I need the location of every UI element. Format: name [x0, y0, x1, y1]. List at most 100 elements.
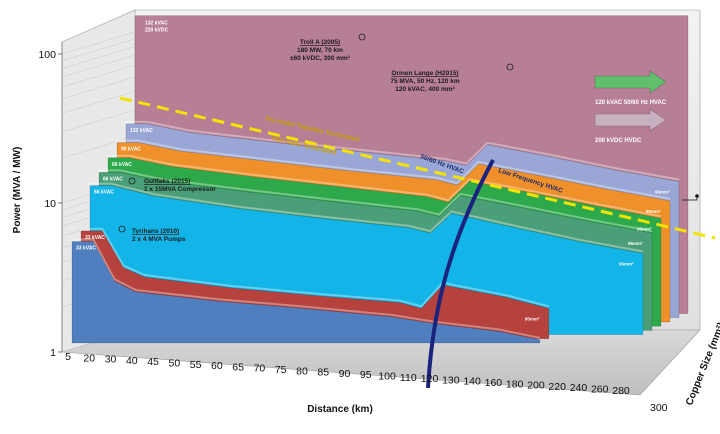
- annotation: Tyrihans (2010)2 x 4 MVA Pumps: [118, 225, 186, 243]
- y-gridline: [61, 31, 136, 55]
- x-tick-label: 120: [421, 373, 439, 385]
- legend-label: 200 kVDC HVDC: [595, 138, 642, 144]
- legend: 120 kVAC 50/60 Hz HVAC 200 kVDC HVDC: [594, 70, 667, 144]
- x-tick-label: 200: [527, 380, 545, 392]
- area-ridge: [89, 182, 644, 253]
- x-tick-label: 80: [296, 365, 308, 377]
- legend-arrow: [594, 108, 667, 132]
- size-tag: 95mm²: [646, 209, 661, 214]
- annotation-line: 120 kVAC, 400 mm²: [395, 86, 455, 93]
- annotation: Gullfaks (2015)1 x 15MVA Compressor: [128, 177, 216, 193]
- x-tick-label: 75: [275, 364, 287, 376]
- size-tag: 95mm²: [655, 190, 670, 195]
- x-tick-label: 60: [211, 360, 223, 372]
- area-ridge: [98, 169, 653, 233]
- x-tick-label: 220: [548, 381, 566, 393]
- x-axis-title: Distance (km): [307, 404, 373, 415]
- x-tick-label: 100: [378, 371, 396, 383]
- annotation-line: 180 MW, 70 km: [297, 47, 343, 54]
- x-tick-label: 65: [232, 361, 244, 373]
- series-label: 220 kVDC: [145, 28, 168, 34]
- dry-mate-boundary-line: [119, 96, 716, 240]
- annotation-title: Gullfaks (2015): [144, 178, 190, 185]
- x-tick-label: 280: [612, 385, 630, 397]
- legend-item: 200 kVDC HVDC: [594, 108, 667, 144]
- x-tick-label: 95: [360, 369, 372, 381]
- annotation: Troll A (2005)180 MW, 70 km±60 kVDC, 300…: [290, 33, 366, 62]
- size-tag: 95mm²: [628, 241, 643, 246]
- x-tick-label: 110: [400, 372, 417, 384]
- area-ridge: [107, 154, 662, 218]
- x-tick-label: 45: [147, 356, 159, 368]
- y-tick-label: 10: [44, 198, 56, 210]
- series-label: 132 kVAC: [130, 128, 153, 134]
- annotation: Ormen Lange (H2015)75 MVA, 50 Hz, 120 km…: [390, 63, 514, 93]
- z-axis: 300: [650, 194, 699, 414]
- annotation-title: Tyrihans (2010): [132, 228, 179, 235]
- x-tick-label: 140: [463, 376, 481, 388]
- series-label: 33 kVAC: [85, 235, 105, 241]
- area-ridge: [134, 12, 688, 16]
- x-tick-label: 180: [506, 378, 524, 390]
- annotation-title: Troll A (2005): [300, 39, 340, 46]
- series-label: 66 kVAC: [103, 176, 123, 182]
- y-axis: 1 10 100: [38, 42, 63, 359]
- x-tick-label: 90: [339, 368, 351, 380]
- legend-arrow: [594, 70, 667, 94]
- annotation-line: 2 x 4 MVA Pumps: [132, 236, 186, 243]
- x-tick-label: 55: [190, 359, 202, 371]
- series-label: 90 kVAC: [121, 147, 141, 153]
- y-gridline: [61, 135, 136, 159]
- x-tick-label: 30: [105, 354, 117, 366]
- legend-label: 120 kVAC 50/60 Hz HVAC: [595, 100, 667, 106]
- y-gridline: [61, 76, 136, 100]
- y-axis-title: Power (MVA / MW): [12, 147, 23, 234]
- y-gridline: [61, 54, 136, 78]
- annotation-marker: [118, 225, 126, 233]
- series-label: 66 kVAC: [94, 190, 114, 196]
- annotation-marker: [358, 33, 366, 41]
- y-gridline: [61, 91, 136, 114]
- x-tick-label: 70: [254, 363, 266, 375]
- series-label: 66 kVAC: [112, 162, 132, 168]
- area-ridge: [116, 139, 671, 200]
- annotation-line: ±60 kVDC, 300 mm²: [290, 55, 351, 62]
- x-tick-label: 240: [570, 382, 588, 394]
- x-tick-label: 50: [169, 358, 181, 370]
- x-tick-label: 20: [83, 352, 95, 364]
- annotation-line: 75 MVA, 50 Hz, 120 km: [390, 78, 459, 85]
- x-tick-label: 130: [442, 374, 460, 386]
- y-tick-label: 1: [50, 347, 56, 359]
- series-label: 33 kVAC: [76, 245, 96, 251]
- x-axis: 5 20 30 40 45 50 55 60 65 70 75 80 85 90 95 100 110 120 13…: [65, 351, 630, 397]
- annotations: Troll A (2005)180 MW, 70 km±60 kVDC, 300…: [118, 33, 514, 243]
- y-gridline: [61, 64, 136, 88]
- x-tick-label: 260: [591, 384, 609, 396]
- annotation-title: Ormen Lange (H2015): [391, 70, 458, 77]
- right-leader-dot: [695, 194, 699, 198]
- x-tick-label: 85: [317, 367, 329, 379]
- y-gridline: [61, 38, 136, 62]
- legend-item: 120 kVAC 50/60 Hz HVAC: [594, 70, 667, 106]
- y-gridline: [61, 46, 136, 69]
- size-tag: 95mm²: [637, 226, 652, 231]
- annotation-marker: [128, 177, 136, 185]
- z-tick-label: 300: [650, 402, 668, 414]
- y-gridline: [61, 109, 136, 133]
- area-ridge: [125, 120, 680, 181]
- size-tag: 95mm²: [525, 316, 540, 321]
- area-mark: [71, 241, 541, 344]
- annotation-marker: [506, 63, 514, 71]
- frequency-boundary-line: [426, 159, 495, 389]
- x-tick-label: 160: [485, 377, 503, 389]
- y-tick-label: 100: [38, 49, 56, 61]
- size-tag: 95mm²: [619, 262, 634, 267]
- x-tick-label: 5: [65, 351, 71, 363]
- area-ridge: [71, 238, 541, 339]
- series-label: 132 kVAC: [145, 21, 168, 27]
- annotation-line: 1 x 15MVA Compressor: [144, 186, 216, 193]
- x-tick-label: 40: [126, 355, 138, 367]
- area-ridge: [80, 227, 550, 308]
